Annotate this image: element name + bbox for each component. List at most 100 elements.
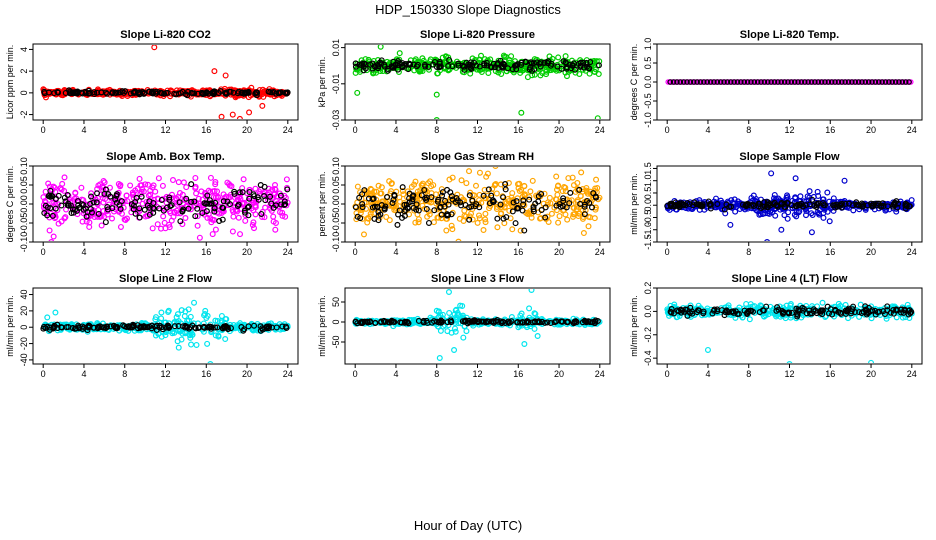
data-point [558,65,565,72]
data-point [524,74,531,81]
data-point [97,213,104,220]
data-point [369,204,376,211]
data-point [229,228,236,235]
data-point [521,227,528,234]
data-point [93,199,100,206]
data-point [799,203,806,210]
data-point [461,66,468,73]
data-point [764,79,771,85]
x-tick-label: 4 [705,125,710,135]
x-tick-label: 12 [472,369,482,379]
data-point [227,88,234,95]
data-point [100,199,107,206]
data-point [50,212,57,219]
data-point [184,92,191,99]
data-point [475,201,482,208]
x-tick-label: 0 [41,125,46,135]
data-point [490,60,497,67]
data-point [744,79,751,85]
data-point [743,202,750,209]
data-point [246,187,253,194]
x-tick-label: 4 [705,369,710,379]
data-point [353,66,360,73]
data-point [113,325,120,332]
data-point [841,177,848,184]
data-point [151,45,158,51]
x-tick-label: 4 [81,125,86,135]
data-point [216,218,223,225]
data-point [494,316,501,323]
data-point [117,223,124,230]
data-point [262,204,269,211]
data-point [412,178,419,185]
data-point [194,205,201,212]
y-axis-label: ml/min per min. [5,295,15,357]
data-point [85,322,92,329]
data-point [204,312,211,319]
data-point [519,67,526,74]
data-point [401,212,408,219]
data-point [754,79,761,85]
data-point [514,319,521,326]
data-point [518,109,525,116]
data-point [852,79,859,85]
data-point [773,202,780,209]
x-tick-label: 20 [866,247,876,257]
data-point [405,66,412,73]
data-point [531,325,538,332]
data-point [150,182,157,189]
data-point [492,167,499,169]
data-point [361,187,368,194]
y-tick-label: 1.0 [643,174,653,187]
data-point [576,186,583,193]
data-point [443,57,450,64]
data-point [517,227,524,234]
data-point [830,195,837,202]
x-tick-label: 4 [81,369,86,379]
data-point [554,183,561,190]
data-point [784,215,791,222]
data-point [202,307,209,314]
data-point [356,194,363,201]
data-point [500,215,507,222]
data-point [492,180,499,187]
data-point [98,222,105,229]
data-point [516,188,523,195]
data-point [123,215,130,222]
data-point [65,200,72,207]
data-point [52,205,59,212]
data-point [520,201,527,208]
data-point [761,79,768,85]
x-tick-label: 24 [907,247,917,257]
data-point [381,61,388,68]
data-point [425,219,432,226]
data-point [726,203,733,210]
data-point [583,59,590,66]
data-point [58,218,65,225]
data-point [438,319,445,326]
data-point [211,208,218,215]
y-tick-label: -0.05 [331,213,341,234]
data-point [820,214,827,221]
points-layer [664,299,915,363]
data-point [581,203,588,210]
data-point [879,200,886,207]
data-point [428,183,435,190]
data-point [832,79,838,85]
data-point [421,186,428,193]
data-point [594,115,601,119]
data-point [453,314,460,321]
x-axis-label: Hour of Day (UTC) [414,518,522,533]
data-point [872,79,879,85]
data-point [766,200,773,207]
data-point [714,200,721,207]
data-point [513,198,520,205]
data-point [580,64,587,71]
data-point [497,201,504,208]
y-tick-label: 1.0 [643,38,653,51]
data-point [739,314,746,321]
data-point [594,317,601,324]
y-tick-label: 0 [331,319,341,324]
data-point [212,181,219,188]
